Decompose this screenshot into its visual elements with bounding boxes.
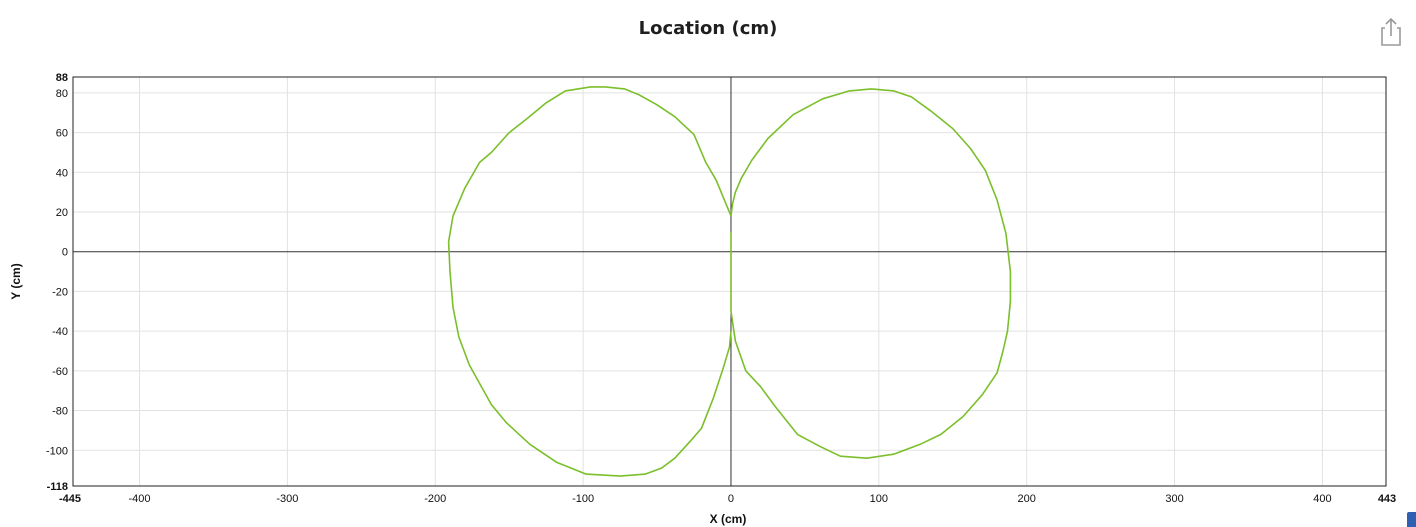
series-line-2 (730, 88, 1012, 460)
y-tick-label: -80 (52, 406, 68, 418)
y-axis-label: Y (cm) (9, 263, 23, 299)
y-tick-label: 80 (56, 88, 68, 100)
x-tick-label: -300 (276, 493, 298, 505)
share-icon (1381, 17, 1401, 46)
plot-area (73, 77, 1386, 486)
series-line-1 (447, 86, 732, 477)
x-tick-label: -200 (424, 493, 446, 505)
x-tick-label: -100 (572, 493, 594, 505)
x-tick-label: 100 (870, 493, 888, 505)
x-tick-label: 300 (1165, 493, 1183, 505)
y-tick-label: -100 (46, 445, 68, 457)
y-tick-label: -40 (52, 326, 68, 338)
x-axis-label: X (cm) (710, 512, 747, 526)
y-tick-label: -60 (52, 366, 68, 378)
y-tick-label: 60 (56, 128, 68, 140)
x-tick-label: 400 (1313, 493, 1331, 505)
y-tick-label: 20 (56, 207, 68, 219)
x-max-label: 443 (1378, 493, 1396, 505)
share-button[interactable] (1376, 16, 1406, 48)
plot-frame (72, 76, 1387, 487)
x-min-label: -445 (59, 493, 81, 505)
y-tick-label: -20 (52, 286, 68, 298)
chart-title: Location (cm) (638, 18, 778, 39)
x-tick-label: -400 (129, 493, 151, 505)
y-tick-label: 40 (56, 167, 68, 179)
x-tick-label: 200 (1018, 493, 1036, 505)
y-max-label: 88 (56, 72, 68, 84)
y-tick-label: 0 (62, 247, 68, 259)
x-tick-label: 0 (728, 493, 734, 505)
corner-badge (1407, 512, 1416, 527)
y-min-label: -118 (47, 481, 68, 493)
